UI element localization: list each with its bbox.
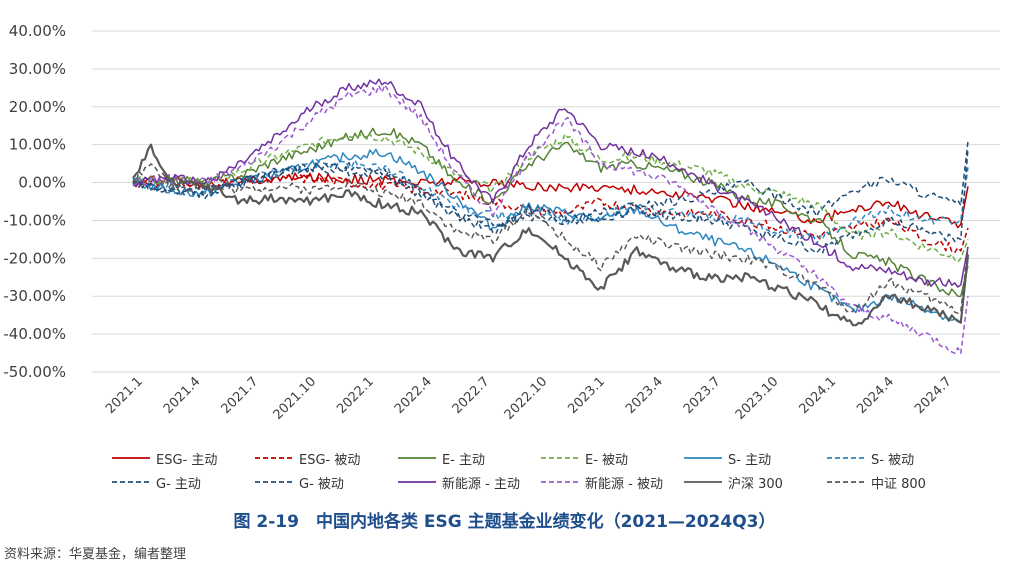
legend-label: E- 被动	[585, 452, 629, 468]
legend-swatch	[684, 481, 722, 483]
x-tick-label: 2021.7	[219, 374, 262, 417]
figure-caption: 图 2-19 中国内地各类 ESG 主题基金业绩变化（2021—2024Q3）	[233, 512, 776, 532]
y-tick-label: 0.00%	[18, 174, 66, 192]
x-tick-label: 2023.1	[565, 374, 608, 417]
series-line	[132, 127, 969, 297]
legend-label: G- 主动	[156, 476, 201, 492]
legend-item: E- 被动	[539, 448, 682, 468]
legend-swatch	[541, 457, 579, 459]
legend-swatch	[255, 457, 293, 459]
legend-item: 新能源 - 被动	[539, 472, 682, 492]
series-line	[132, 78, 969, 288]
x-tick-label: 2024.7	[912, 374, 955, 417]
y-tick-label: -10.00%	[3, 211, 66, 229]
legend-item: 新能源 - 主动	[396, 472, 539, 492]
legend-item: G- 被动	[253, 472, 396, 492]
x-tick-label: 2024.4	[854, 374, 897, 417]
x-tick-label: 2024.1	[796, 374, 839, 417]
legend-item: ESG- 被动	[253, 448, 396, 468]
series-line	[132, 84, 969, 355]
legend-item: G- 主动	[110, 472, 253, 492]
legend-swatch	[684, 457, 722, 459]
series-line	[132, 133, 969, 263]
legend-item: E- 主动	[396, 448, 539, 468]
legend-label: 新能源 - 被动	[585, 476, 663, 492]
legend-swatch	[112, 481, 150, 483]
legend-swatch	[398, 457, 436, 459]
x-tick-label: 2022.4	[392, 374, 435, 417]
x-tick-label: 2022.10	[502, 374, 551, 423]
y-tick-label: -50.00%	[3, 363, 66, 381]
y-tick-label: -30.00%	[3, 287, 66, 305]
legend-label: ESG- 被动	[299, 452, 361, 468]
legend-label: 中证 800	[871, 476, 926, 492]
legend-label: 沪深 300	[728, 476, 783, 492]
x-tick-label: 2021.1	[103, 374, 146, 417]
y-tick-label: 40.00%	[9, 22, 66, 40]
series-line	[132, 174, 969, 254]
series-line	[132, 143, 970, 327]
x-tick-label: 2022.1	[334, 374, 377, 417]
y-tick-label: 20.00%	[9, 98, 66, 116]
series-lines	[132, 78, 970, 355]
legend-swatch	[827, 457, 865, 459]
legend-item: S- 主动	[682, 448, 825, 468]
legend-item: ESG- 主动	[110, 448, 253, 468]
y-axis-tick-labels: 40.00% 30.00% 20.00% 10.00% 0.00% -10.00% -20.…	[3, 22, 66, 381]
x-tick-label: 2023.4	[623, 374, 666, 417]
legend-swatch	[112, 457, 150, 459]
legend-label: 新能源 - 主动	[442, 476, 520, 492]
x-axis-tick-labels: 2021.1 2021.4 2021.7 2021.10 2022.1 2022.4 202…	[103, 374, 955, 423]
x-tick-label: 2023.7	[681, 374, 724, 417]
legend-label: S- 被动	[871, 452, 915, 468]
legend-swatch	[255, 481, 293, 483]
line-chart: 40.00% 30.00% 20.00% 10.00% 0.00% -10.00% -20.…	[3, 22, 1000, 423]
legend-swatch	[827, 481, 865, 483]
series-line	[132, 158, 969, 245]
legend-label: S- 主动	[728, 452, 772, 468]
chart-legend: ESG- 主动 ESG- 被动 E- 主动 E- 被动 S- 主动 S- 被动 G- 主动 G…	[110, 448, 970, 492]
legend-swatch	[541, 481, 579, 483]
x-tick-label: 2022.7	[450, 374, 493, 417]
legend-label: ESG- 主动	[156, 452, 218, 468]
y-tick-label: -40.00%	[3, 325, 66, 343]
legend-item: S- 被动	[825, 448, 968, 468]
x-tick-label: 2021.10	[271, 374, 320, 423]
legend-item: 沪深 300	[682, 472, 825, 492]
x-tick-label: 2021.4	[161, 374, 204, 417]
source-note: 资料来源：华夏基金，编者整理	[4, 547, 187, 562]
legend-swatch	[398, 481, 436, 483]
y-tick-label: -20.00%	[3, 249, 66, 267]
x-tick-label: 2023.10	[733, 374, 782, 423]
series-line	[132, 148, 969, 254]
legend-label: E- 主动	[442, 452, 486, 468]
series-line	[132, 163, 969, 314]
gridlines	[92, 30, 1000, 373]
legend-item: 中证 800	[825, 472, 968, 492]
series-line	[132, 172, 969, 229]
legend-label: G- 被动	[299, 476, 344, 492]
series-line	[132, 140, 969, 235]
y-tick-label: 30.00%	[9, 60, 66, 78]
y-tick-label: 10.00%	[9, 136, 66, 154]
